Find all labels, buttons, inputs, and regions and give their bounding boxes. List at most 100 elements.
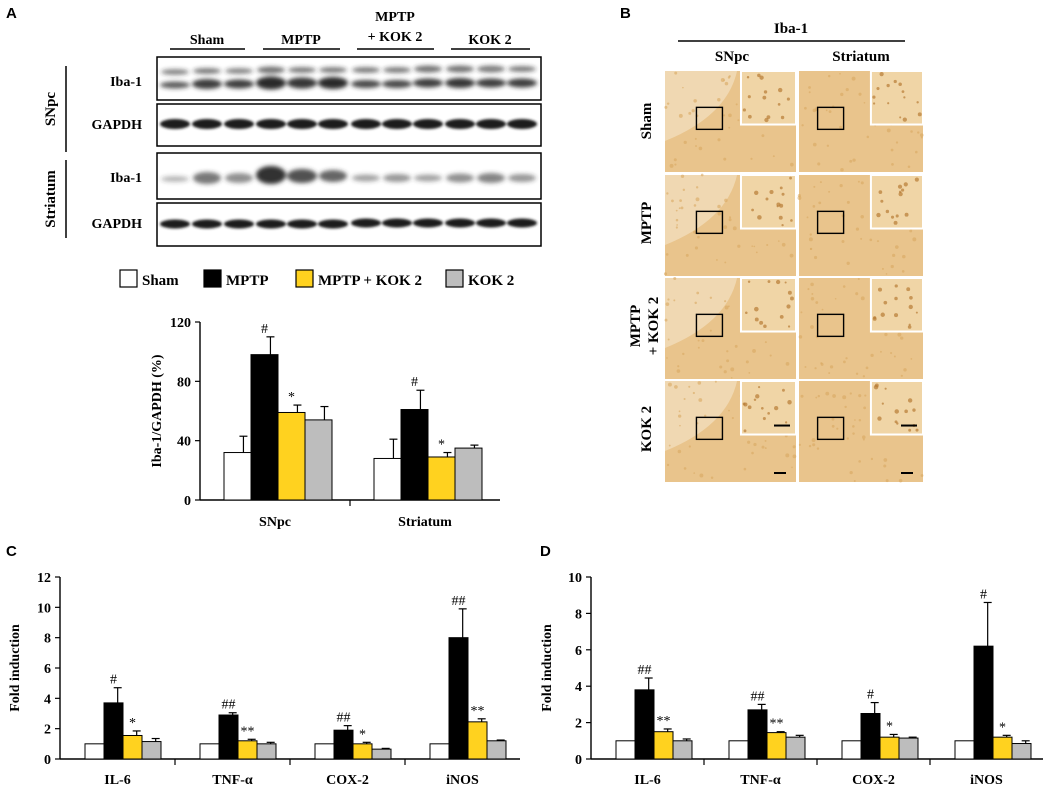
chart-c-fold-induction: 0 2 4 6 8 10 12 Fold induction # * IL-6 ## ** TNF-α ##… bbox=[8, 571, 520, 788]
histology-image-striatum-mptp bbox=[797, 174, 924, 276]
histology-row-kok2: KOK 2 bbox=[639, 406, 655, 452]
y-tick-label: 120 bbox=[170, 316, 191, 331]
y-tick-label: 40 bbox=[177, 435, 191, 450]
histology-image-striatum-mptp-kok2 bbox=[798, 277, 924, 379]
bar-sham-snpc bbox=[223, 452, 252, 501]
histology-region-box bbox=[695, 416, 724, 441]
panel-label-b: B bbox=[620, 5, 631, 22]
x-category-label: IL-6 bbox=[104, 773, 130, 788]
chart-a-iba1: 0 40 80 120 Iba-1/GAPDH (%) # * SNpc # * Striatum bbox=[150, 316, 500, 530]
x-category-label: IL-6 bbox=[634, 773, 660, 788]
y-axis-label: Fold induction bbox=[8, 624, 23, 712]
bar-kok-2-il-6 bbox=[141, 741, 162, 760]
significance-label: ** bbox=[471, 704, 485, 719]
bar-mptp-inos bbox=[973, 645, 994, 760]
y-tick-label: 2 bbox=[44, 723, 51, 738]
bar-mptp-kok-2-snpc bbox=[277, 411, 306, 501]
region-label-snpc: SNpc bbox=[43, 92, 59, 127]
y-tick-label: 0 bbox=[44, 753, 51, 768]
wb-group-sham: Sham bbox=[190, 33, 225, 48]
wb-group-kok2: KOK 2 bbox=[468, 33, 511, 48]
bar-sham-cox-2 bbox=[841, 740, 862, 760]
significance-label: ## bbox=[222, 698, 236, 713]
histology-title: Iba-1 bbox=[774, 21, 808, 37]
panel-label-c: C bbox=[6, 543, 17, 560]
bar-kok-2-cox-2 bbox=[371, 748, 392, 760]
bar-sham-striatum bbox=[373, 457, 402, 501]
x-category-label: iNOS bbox=[446, 773, 479, 788]
bar-kok-2-tnf bbox=[256, 743, 277, 760]
histology-image-striatum-sham bbox=[799, 70, 924, 172]
blot-row-label-iba1-snpc: Iba-1 bbox=[110, 75, 142, 90]
blot-row-label-iba1-striatum: Iba-1 bbox=[110, 171, 142, 186]
histology-region-box bbox=[816, 106, 845, 131]
significance-label: # bbox=[980, 587, 987, 602]
y-tick-label: 0 bbox=[575, 753, 582, 768]
bar-mptp-kok-2-tnf bbox=[237, 740, 258, 760]
x-category-label: TNF-α bbox=[740, 773, 781, 788]
bar-mptp-tnf bbox=[218, 714, 239, 760]
histology-inset bbox=[869, 380, 924, 436]
x-category-label: SNpc bbox=[259, 515, 291, 530]
significance-label: ## bbox=[452, 594, 466, 609]
significance-label: ## bbox=[337, 711, 351, 726]
bar-mptp-kok-2-il-6 bbox=[122, 734, 143, 760]
histology-image-snpc-sham bbox=[664, 70, 797, 172]
blot-box-gapdh-snpc bbox=[156, 103, 542, 147]
blot-row-labels: Iba-1 GAPDH Iba-1 GAPDH bbox=[91, 75, 142, 232]
histology-row-labels: Sham MPTP MPTP + KOK 2 KOK 2 bbox=[628, 102, 662, 452]
significance-label: * bbox=[438, 438, 445, 453]
bar-sham-cox-2 bbox=[314, 743, 335, 760]
significance-label: ## bbox=[638, 663, 652, 678]
histology-region-box bbox=[816, 416, 845, 441]
wb-group-mptp: MPTP bbox=[281, 33, 321, 48]
histology-region-box bbox=[695, 210, 724, 235]
bar-kok-2-inos bbox=[486, 740, 507, 760]
bar-sham-tnf bbox=[199, 743, 220, 760]
histology-region-box bbox=[816, 210, 845, 235]
bar-mptp-cox-2 bbox=[333, 729, 354, 760]
histology-image-snpc-mptp-kok2 bbox=[664, 277, 797, 379]
bar-mptp-cox-2 bbox=[860, 713, 881, 760]
histology-inset bbox=[739, 277, 797, 333]
y-tick-label: 80 bbox=[177, 375, 191, 390]
significance-label: * bbox=[999, 720, 1006, 735]
y-tick-label: 0 bbox=[184, 494, 191, 509]
significance-label: # bbox=[411, 375, 418, 390]
histology-inset bbox=[869, 174, 924, 230]
bar-mptp-kok-2-tnf bbox=[766, 732, 787, 760]
histology-row-mptp: MPTP bbox=[639, 202, 655, 245]
y-tick-label: 8 bbox=[44, 632, 51, 647]
bar-sham-inos bbox=[954, 740, 975, 760]
bar-kok-2-snpc bbox=[304, 419, 333, 501]
legend-swatch-mptp bbox=[203, 269, 222, 288]
histology-row-sham: Sham bbox=[639, 102, 655, 139]
significance-label: ** bbox=[241, 724, 255, 739]
y-tick-label: 12 bbox=[37, 571, 51, 586]
x-category-label: Striatum bbox=[398, 515, 452, 530]
blot-row-label-gapdh-striatum: GAPDH bbox=[91, 217, 142, 232]
legend-label-sham: Sham bbox=[142, 273, 179, 289]
bar-kok-2-tnf bbox=[785, 736, 806, 760]
bar-mptp-il-6 bbox=[634, 689, 655, 760]
histology-inset bbox=[869, 70, 924, 126]
histology-col-snpc: SNpc bbox=[715, 49, 750, 65]
y-tick-label: 10 bbox=[37, 601, 51, 616]
y-tick-label: 6 bbox=[44, 662, 51, 677]
legend-label-mptp-kok2: MPTP + KOK 2 bbox=[318, 273, 422, 289]
histology-region-box bbox=[695, 106, 724, 131]
bar-sham-il-6 bbox=[84, 743, 105, 760]
blot-row-label-gapdh-snpc: GAPDH bbox=[91, 118, 142, 133]
x-category-label: TNF-α bbox=[212, 773, 253, 788]
blot-box-iba1-striatum bbox=[156, 152, 542, 200]
bar-mptp-kok-2-striatum bbox=[427, 456, 456, 501]
histology-region-box bbox=[816, 313, 845, 338]
significance-label: # bbox=[261, 322, 268, 337]
significance-label: # bbox=[110, 673, 117, 688]
y-tick-label: 4 bbox=[575, 680, 582, 695]
y-tick-label: 2 bbox=[575, 717, 582, 732]
y-axis-label: Iba-1/GAPDH (%) bbox=[150, 354, 165, 468]
histology-image-snpc-mptp bbox=[663, 173, 797, 276]
bar-sham-inos bbox=[429, 743, 450, 760]
